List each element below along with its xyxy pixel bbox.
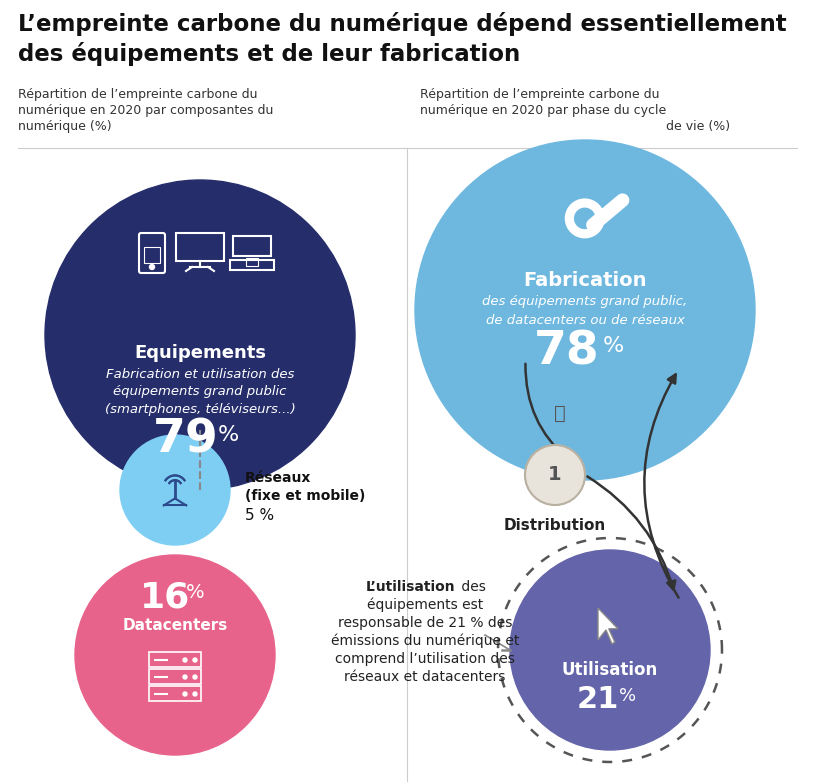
Bar [246, 258, 258, 266]
Text: comprend l’utilisation des: comprend l’utilisation des [335, 652, 515, 666]
Text: %: % [186, 583, 205, 602]
Circle shape [120, 435, 230, 545]
Bar [149, 686, 201, 701]
Text: 78: 78 [534, 329, 600, 375]
Text: L’utilisation: L’utilisation [365, 580, 455, 594]
Text: Utilisation: Utilisation [562, 661, 659, 679]
Text: Réseaux: Réseaux [245, 471, 311, 485]
Circle shape [525, 445, 585, 505]
Text: réseaux et datacenters: réseaux et datacenters [344, 670, 505, 684]
Text: 79: 79 [153, 418, 219, 462]
Text: (fixe et mobile): (fixe et mobile) [245, 489, 365, 503]
Bar [176, 233, 224, 261]
Text: 16: 16 [140, 580, 190, 614]
Text: (smartphones, téléviseurs...): (smartphones, téléviseurs...) [104, 403, 295, 415]
Text: %: % [619, 687, 637, 705]
Circle shape [193, 658, 197, 662]
Text: 🛒: 🛒 [554, 404, 566, 422]
Text: des équipements grand public,: des équipements grand public, [482, 296, 688, 309]
Text: numérique en 2020 par composantes du: numérique en 2020 par composantes du [18, 104, 273, 117]
Bar [144, 247, 160, 263]
Bar [233, 236, 271, 256]
Bar [149, 652, 201, 667]
Circle shape [193, 675, 197, 679]
Circle shape [510, 550, 710, 750]
Bar [149, 669, 201, 684]
Circle shape [193, 692, 197, 696]
Text: de vie (%): de vie (%) [666, 120, 730, 133]
Text: responsable de 21 % des: responsable de 21 % des [337, 616, 512, 630]
Text: Fabrication: Fabrication [523, 271, 647, 289]
Text: %: % [602, 336, 623, 356]
Text: 21: 21 [577, 686, 619, 715]
Text: Datacenters: Datacenters [122, 618, 227, 633]
Text: Répartition de l’empreinte carbone du: Répartition de l’empreinte carbone du [420, 88, 659, 101]
Bar [230, 260, 274, 270]
Text: émissions du numérique et: émissions du numérique et [331, 634, 519, 648]
Text: des: des [457, 580, 486, 594]
Polygon shape [598, 608, 618, 644]
Text: équipements grand public: équipements grand public [113, 386, 287, 399]
Text: 5 %: 5 % [245, 508, 274, 523]
Text: des équipements et de leur fabrication: des équipements et de leur fabrication [18, 42, 520, 66]
Circle shape [183, 692, 187, 696]
Text: numérique (%): numérique (%) [18, 120, 112, 133]
Circle shape [183, 675, 187, 679]
Circle shape [149, 264, 155, 270]
Text: numérique en 2020 par phase du cycle: numérique en 2020 par phase du cycle [420, 104, 666, 117]
Text: de datacenters ou de réseaux: de datacenters ou de réseaux [486, 314, 685, 327]
Circle shape [183, 658, 187, 662]
Text: Fabrication et utilisation des: Fabrication et utilisation des [106, 368, 294, 382]
Text: Répartition de l’empreinte carbone du: Répartition de l’empreinte carbone du [18, 88, 258, 101]
Text: équipements est: équipements est [367, 598, 483, 612]
Circle shape [75, 555, 275, 755]
Text: 1: 1 [548, 465, 562, 485]
Text: L’empreinte carbone du numérique dépend essentiellement: L’empreinte carbone du numérique dépend … [18, 12, 786, 36]
Text: Equipements: Equipements [134, 344, 266, 362]
Text: %: % [218, 425, 239, 445]
Text: Distribution: Distribution [504, 518, 606, 533]
Circle shape [415, 140, 755, 480]
Circle shape [45, 180, 355, 490]
